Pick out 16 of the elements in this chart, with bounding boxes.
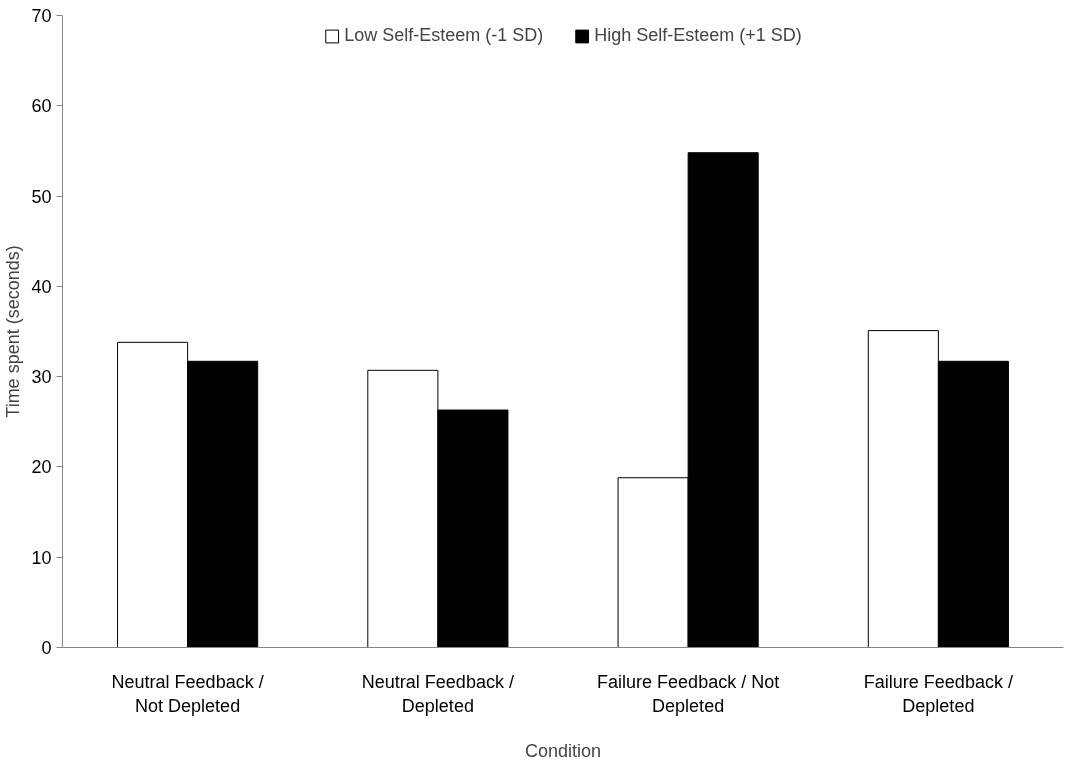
- y-tick-label: 30: [31, 367, 52, 388]
- x-tick-label: Failure Feedback / Depleted: [863, 671, 1013, 716]
- y-axis-title: Time spent (seconds): [3, 245, 24, 418]
- y-tick-label: 20: [31, 457, 52, 478]
- x-tick-label: Neutral Feedback / Depleted: [361, 671, 514, 716]
- y-tick-label: 50: [31, 186, 52, 207]
- legend-label: Low Self-Esteem (-1 SD): [344, 25, 544, 46]
- y-tick-label: 40: [31, 276, 52, 297]
- legend-label: High Self-Esteem (+1 SD): [594, 25, 802, 46]
- y-tick-label: 70: [31, 6, 52, 26]
- y-tick-label: 10: [31, 547, 52, 568]
- x-axis-title: Condition: [524, 740, 602, 761]
- y-tick-label: 60: [31, 96, 52, 117]
- x-tick-label: Failure Feedback / Not Depleted: [597, 671, 780, 716]
- x-tick-label: Neutral Feedback / Not Depleted: [111, 671, 264, 716]
- y-tick-label: 0: [41, 638, 52, 658]
